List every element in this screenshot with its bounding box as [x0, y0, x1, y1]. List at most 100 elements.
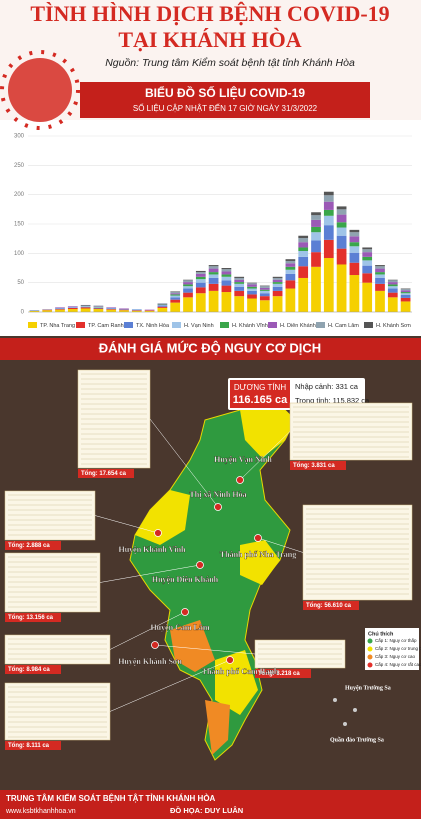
legend-swatch — [268, 322, 277, 328]
stats-entry: Nhập cảnh: 331 ca — [295, 382, 359, 391]
bar-segment — [349, 246, 360, 253]
bar-segment — [387, 286, 398, 289]
pin — [226, 656, 234, 664]
bar-segment — [208, 290, 219, 312]
bar-segment — [387, 288, 398, 293]
bar-segment — [400, 294, 411, 298]
district-total: Tổng: 8.111 ca — [8, 742, 50, 749]
bar-segment — [170, 297, 181, 300]
bar-segment — [234, 296, 245, 312]
bar-segment — [183, 286, 193, 289]
bar-segment — [285, 266, 296, 270]
bar-segment — [131, 309, 142, 311]
title: TẠI KHÁNH HÒA — [118, 27, 301, 52]
bar-segment — [195, 282, 206, 288]
legend-level: Cấp 4: Nguy cơ rất cao — [375, 662, 421, 667]
bar-segment — [387, 284, 398, 287]
bar-segment — [362, 256, 373, 261]
bar-segment — [323, 225, 334, 240]
bar-segment — [285, 273, 296, 281]
bar-segment — [195, 270, 206, 273]
bar-segment — [55, 307, 65, 309]
district-label: Huyện Khánh Sơn — [118, 657, 182, 666]
bar-segment — [311, 232, 321, 241]
pin — [154, 529, 162, 537]
bar-segment — [170, 294, 181, 296]
bar-segment — [375, 277, 385, 284]
bar-segment — [387, 282, 398, 285]
footer-credit: ĐỒ HỌA: DUY LUÂN — [170, 805, 243, 815]
bar-segment — [362, 273, 373, 283]
bar-segment — [80, 305, 91, 307]
bar-segment — [170, 292, 181, 294]
map — [129, 404, 357, 761]
bar-segment — [349, 236, 360, 243]
district-label: Huyện Khánh Vĩnh — [119, 545, 187, 554]
legend-swatch — [172, 322, 181, 328]
bar-segment — [106, 307, 117, 309]
bar-segment — [323, 201, 334, 210]
bar-segment — [170, 299, 181, 303]
island-district: Huyện Trường Sa — [345, 685, 391, 691]
bar-segment — [336, 264, 347, 312]
island-name: Quần đảo Trường Sa — [330, 736, 384, 743]
bar-segment — [221, 276, 232, 281]
virus-spikes — [0, 50, 80, 130]
bar-segment — [234, 277, 245, 280]
bar-segment — [259, 287, 270, 290]
risk-banner — [0, 338, 421, 360]
chart-banner — [80, 82, 370, 118]
bar-segment — [285, 263, 296, 267]
legend-swatch — [28, 322, 37, 328]
bar-segment — [311, 226, 321, 233]
bar-segment — [234, 279, 245, 283]
district-total: Tổng: 2.888 ca — [8, 542, 50, 549]
bar-segment — [387, 297, 398, 312]
leader — [94, 515, 159, 534]
legend-label: H. Diên Khánh — [280, 323, 316, 329]
bar-segment — [80, 306, 91, 307]
bar-segment — [247, 298, 257, 312]
bar-segment — [336, 222, 347, 228]
bar-segment — [157, 307, 168, 312]
bar-segment — [362, 247, 373, 250]
bar-segment — [170, 293, 181, 295]
bar-segment — [400, 288, 411, 290]
bar-segment — [157, 304, 168, 306]
bar-segment — [311, 212, 321, 216]
bar-segment — [349, 229, 360, 233]
legend-level: Cấp 3: Nguy cơ cao — [375, 654, 415, 659]
stats-positive — [230, 380, 290, 408]
bar-segment — [93, 306, 104, 307]
bar-segment — [375, 272, 385, 275]
pin — [151, 641, 159, 649]
bar-segment — [375, 268, 385, 273]
bar-segment — [362, 249, 373, 253]
bar-segment — [195, 287, 206, 294]
bar-segment — [336, 235, 347, 249]
bar-segment — [272, 296, 283, 312]
bar-segment — [55, 308, 65, 310]
footer-org: TRUNG TÂM KIỂM SOÁT BỆNH TẬT TỈNH KHÁNH … — [6, 794, 216, 803]
bar-segment — [195, 279, 206, 283]
bar-segment — [157, 305, 168, 307]
bar-segment — [387, 292, 398, 298]
bar-segment — [272, 286, 283, 291]
bar-segment — [234, 282, 245, 284]
bar-segment — [55, 309, 65, 312]
bar-segment — [208, 265, 219, 267]
y-tick-label: 200 — [14, 192, 25, 198]
bar-segment — [55, 307, 65, 308]
leader — [154, 644, 256, 655]
legend-label: H. Vạn Ninh — [184, 323, 214, 329]
y-tick-label: 300 — [14, 134, 25, 140]
footer-web: www.ksbtkhanhhoa.vn — [5, 808, 76, 815]
bar-segment — [298, 247, 309, 251]
bar-segment — [93, 307, 104, 309]
total-bg — [5, 541, 61, 550]
bar-segment — [336, 209, 347, 215]
bar-segment — [259, 286, 270, 288]
bar-segment — [323, 195, 334, 202]
chart-title: BIỂU ĐỒ SỐ LIỆU COVID-19 — [145, 85, 305, 100]
